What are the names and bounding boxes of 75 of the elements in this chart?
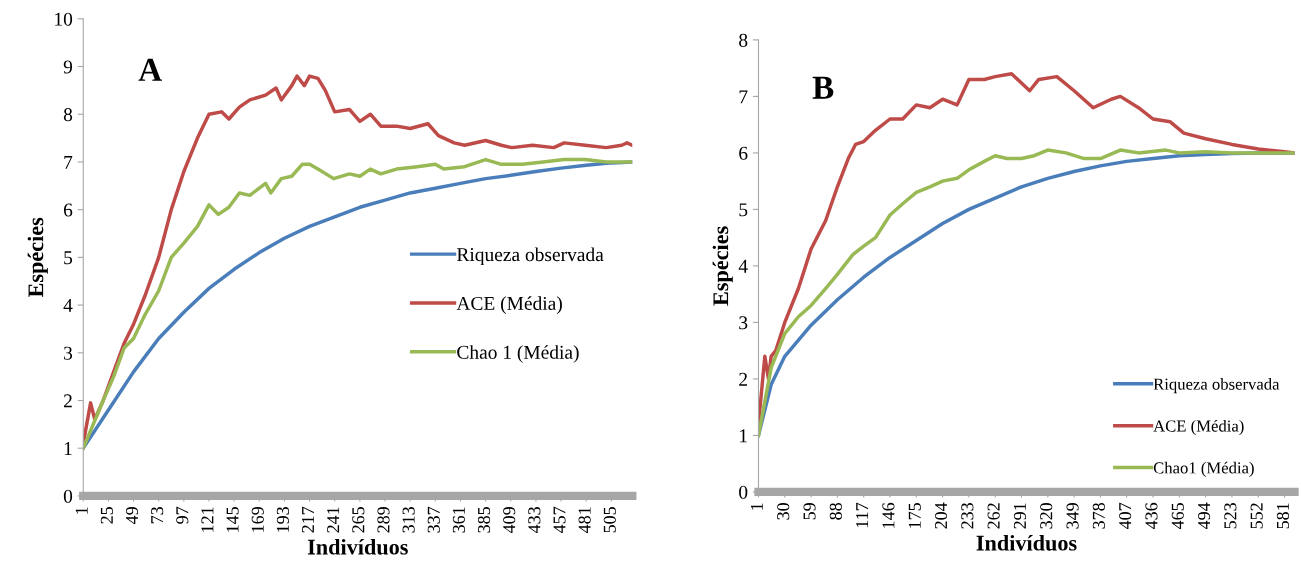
x-tick-label: 265	[352, 507, 365, 533]
x-tick-label: 385	[477, 507, 491, 533]
y-tick-label: 8	[739, 33, 748, 47]
legend-label: Chao1 (Média)	[1153, 461, 1254, 477]
y-tick-label: 2	[63, 394, 72, 408]
y-axis-title: Espécies	[27, 217, 48, 298]
x-tick-label: 581	[1276, 503, 1290, 529]
x-tick-label: 378	[1092, 503, 1105, 529]
x-tick-label: 146	[882, 502, 895, 528]
x-tick-label: 193	[276, 507, 289, 532]
x-axis-title: Indivíduos	[976, 534, 1077, 551]
y-axis-title: Espécies	[712, 226, 733, 306]
x-tick-label: 1	[75, 507, 88, 514]
x-tick-label: 88	[829, 503, 842, 520]
x-tick-label: 409	[503, 507, 516, 534]
x-tick-label: 1	[750, 503, 763, 510]
x-tick-label: 217	[301, 506, 314, 533]
y-tick-label: 4	[63, 299, 73, 312]
x-tick-label: 25	[100, 507, 113, 524]
x-tick-label: 204	[934, 502, 948, 529]
y-tick-label: 10	[55, 12, 73, 26]
y-tick-label: 0	[739, 485, 748, 499]
x-tick-label: 494	[1198, 502, 1211, 530]
y-tick-label: 8	[63, 108, 73, 122]
x-tick-label: 289	[377, 507, 390, 533]
legend-label: Riqueza observada	[1153, 378, 1280, 394]
x-tick-label: 262	[987, 503, 1000, 529]
legend-label: ACE (Média)	[1153, 419, 1244, 436]
y-tick-label: 0	[63, 489, 73, 503]
legend-label: ACE (Média)	[456, 296, 562, 314]
x-tick-label: 145	[226, 507, 239, 532]
y-tick-label: 1	[64, 442, 72, 455]
x-tick-label: 523	[1224, 503, 1237, 529]
x-tick-label: 49	[125, 507, 139, 525]
y-tick-label: 9	[63, 60, 73, 74]
x-tick-label: 361	[452, 507, 465, 533]
x-tick-label: 552	[1250, 503, 1263, 529]
x-tick-label: 433	[528, 507, 541, 534]
x-tick-label: 349	[1066, 503, 1079, 529]
x-tick-label: 457	[553, 506, 566, 534]
y-tick-label: 7	[739, 90, 748, 104]
x-tick-label: 97	[176, 506, 189, 524]
x-tick-label: 59	[803, 503, 816, 520]
y-tick-label: 3	[64, 346, 73, 360]
x-tick-label: 481	[578, 507, 591, 534]
x-tick-label: 436	[1145, 502, 1158, 530]
y-tick-label: 5	[64, 251, 73, 265]
y-tick-label: 3	[739, 316, 748, 330]
x-tick-label: 320	[1040, 503, 1053, 529]
y-tick-label: 4	[738, 259, 748, 273]
legend-label: Riqueza observada	[456, 247, 604, 266]
annotation: A	[138, 58, 162, 81]
y-tick-label: 6	[739, 146, 748, 160]
x-tick-label: 117	[856, 502, 869, 528]
x-tick-label: 313	[402, 507, 415, 533]
x-tick-label: 30	[777, 503, 790, 520]
x-tick-label: 175	[908, 503, 921, 528]
y-tick-label: 7	[64, 155, 73, 169]
x-tick-label: 407	[1119, 502, 1132, 530]
x-tick-label: 465	[1171, 503, 1184, 530]
y-tick-label: 6	[63, 203, 73, 217]
x-tick-label: 241	[327, 507, 340, 533]
y-tick-label: 1	[740, 429, 747, 443]
x-tick-label: 233	[961, 503, 974, 529]
x-tick-label: 291	[1013, 503, 1027, 529]
x-tick-label: 505	[603, 507, 616, 533]
x-tick-label: 337	[427, 506, 440, 533]
y-tick-label: 5	[739, 203, 748, 217]
legend-label: Chao 1 (Média)	[457, 345, 579, 363]
x-tick-label: 169	[251, 507, 264, 532]
x-tick-label: 73	[151, 507, 164, 524]
x-axis-title: Indivíduos	[307, 538, 408, 555]
y-tick-label: 2	[739, 372, 747, 386]
x-tick-label: 121	[201, 507, 214, 532]
annotation: B	[812, 76, 834, 99]
